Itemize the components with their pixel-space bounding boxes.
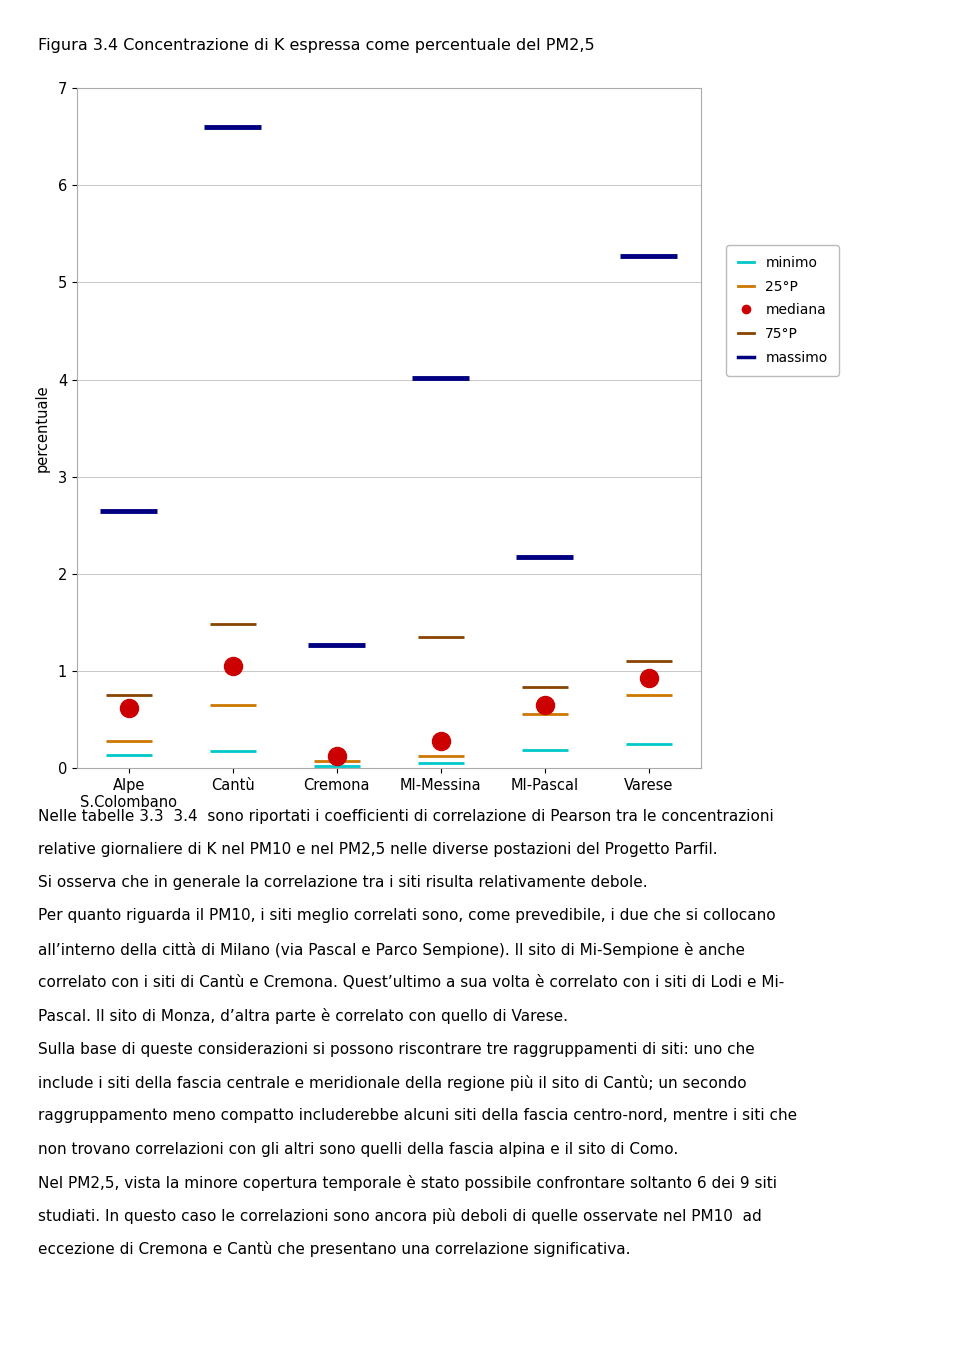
Text: raggruppamento meno compatto includerebbe alcuni siti della fascia centro-nord, : raggruppamento meno compatto includerebb… [38, 1109, 798, 1124]
Text: Sulla base di queste considerazioni si possono riscontrare tre raggruppamenti di: Sulla base di queste considerazioni si p… [38, 1041, 756, 1057]
Text: non trovano correlazioni con gli altri sono quelli della fascia alpina e il sito: non trovano correlazioni con gli altri s… [38, 1142, 679, 1157]
Text: eccezione di Cremona e Cantù che presentano una correlazione significativa.: eccezione di Cremona e Cantù che present… [38, 1242, 631, 1257]
Text: relative giornaliere di K nel PM10 e nel PM2,5 nelle diverse postazioni del Prog: relative giornaliere di K nel PM10 e nel… [38, 841, 718, 858]
Text: Nel PM2,5, vista la minore copertura temporale è stato possibile confrontare sol: Nel PM2,5, vista la minore copertura tem… [38, 1174, 778, 1190]
Text: correlato con i siti di Cantù e Cremona. Quest’ultimo a sua volta è correlato co: correlato con i siti di Cantù e Cremona.… [38, 976, 784, 991]
Text: Pascal. Il sito di Monza, d’altra parte è correlato con quello di Varese.: Pascal. Il sito di Monza, d’altra parte … [38, 1008, 568, 1025]
Text: Per quanto riguarda il PM10, i siti meglio correlati sono, come prevedibile, i d: Per quanto riguarda il PM10, i siti megl… [38, 908, 776, 924]
Text: Figura 3.4 Concentrazione di K espressa come percentuale del PM2,5: Figura 3.4 Concentrazione di K espressa … [38, 38, 595, 53]
Text: Si osserva che in generale la correlazione tra i siti risulta relativamente debo: Si osserva che in generale la correlazio… [38, 875, 648, 890]
Text: all’interno della città di Milano (via Pascal e Parco Sempione). Il sito di Mi-S: all’interno della città di Milano (via P… [38, 942, 745, 958]
Text: Nelle tabelle 3.3  3.4  sono riportati i coefficienti di correlazione di Pearson: Nelle tabelle 3.3 3.4 sono riportati i c… [38, 809, 774, 824]
Y-axis label: percentuale: percentuale [35, 385, 49, 472]
Text: include i siti della fascia centrale e meridionale della regione più il sito di : include i siti della fascia centrale e m… [38, 1075, 747, 1091]
Text: studiati. In questo caso le correlazioni sono ancora più deboli di quelle osserv: studiati. In questo caso le correlazioni… [38, 1208, 762, 1224]
Legend: minimo, 25°P, mediana, 75°P, massimo: minimo, 25°P, mediana, 75°P, massimo [727, 245, 839, 376]
